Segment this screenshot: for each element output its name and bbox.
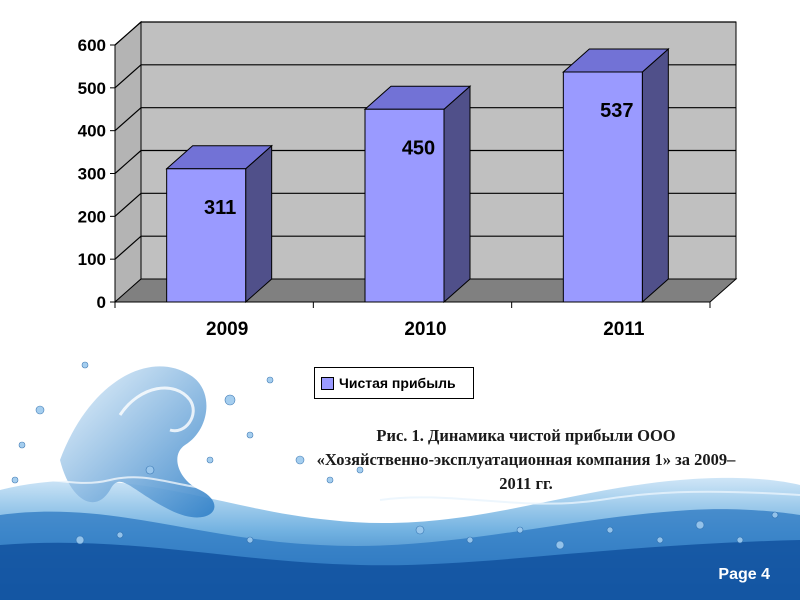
chart-data-labels: 311 450 537 bbox=[204, 100, 633, 219]
bar-data-label: 537 bbox=[600, 100, 633, 122]
bar-front bbox=[166, 168, 247, 303]
page-number: Page 4 bbox=[718, 566, 770, 583]
chart-bars bbox=[165, 47, 670, 304]
figure-caption: Рис. 1. Динамика чистой прибыли ООО «Хоз… bbox=[268, 424, 784, 496]
gridline bbox=[114, 107, 736, 132]
gridline bbox=[114, 192, 736, 217]
caption-line-2: «Хозяйственно-эксплуатационная компания … bbox=[316, 450, 736, 469]
bar-side bbox=[245, 144, 273, 304]
bar-front bbox=[562, 71, 643, 303]
chart-legend: Чистая прибыль bbox=[314, 367, 474, 399]
y-tick-label: 500 bbox=[78, 79, 106, 98]
legend-swatch bbox=[321, 376, 334, 390]
y-tick-label: 100 bbox=[78, 250, 106, 269]
y-tick-label: 400 bbox=[78, 122, 106, 141]
gridline bbox=[114, 235, 736, 260]
y-tick-label: 0 bbox=[97, 293, 106, 312]
bar bbox=[562, 47, 670, 304]
bar-data-label: 311 bbox=[204, 197, 236, 219]
bar-side bbox=[443, 85, 471, 304]
caption-line-1: Рис. 1. Динамика чистой прибыли ООО bbox=[376, 426, 676, 445]
water-splash-background bbox=[0, 361, 800, 600]
bar-front bbox=[364, 108, 445, 303]
bar-side bbox=[641, 47, 669, 304]
gridline bbox=[114, 64, 736, 89]
bar bbox=[363, 85, 472, 304]
y-axis: 0 100 200 300 400 500 600 bbox=[78, 36, 116, 312]
legend-label: Чистая прибыль bbox=[339, 375, 456, 391]
caption-line-3: 2011 гг. bbox=[499, 474, 553, 493]
x-tick-label: 2011 bbox=[603, 319, 645, 340]
y-tick-label: 200 bbox=[78, 207, 106, 226]
bar bbox=[165, 144, 273, 304]
x-tick-label: 2009 bbox=[206, 319, 248, 340]
y-tick-label: 600 bbox=[78, 36, 106, 55]
chart-gridlines bbox=[114, 21, 736, 260]
bar-chart: 0 100 200 300 400 500 600 2009 2010 2011 311 450 5… bbox=[78, 20, 738, 340]
y-tick-label: 300 bbox=[78, 165, 106, 184]
gridline bbox=[114, 149, 736, 174]
bar-data-label: 450 bbox=[402, 137, 435, 159]
gridline bbox=[114, 21, 736, 46]
x-axis: 2009 2010 2011 bbox=[114, 301, 711, 340]
x-tick-label: 2010 bbox=[404, 319, 446, 340]
